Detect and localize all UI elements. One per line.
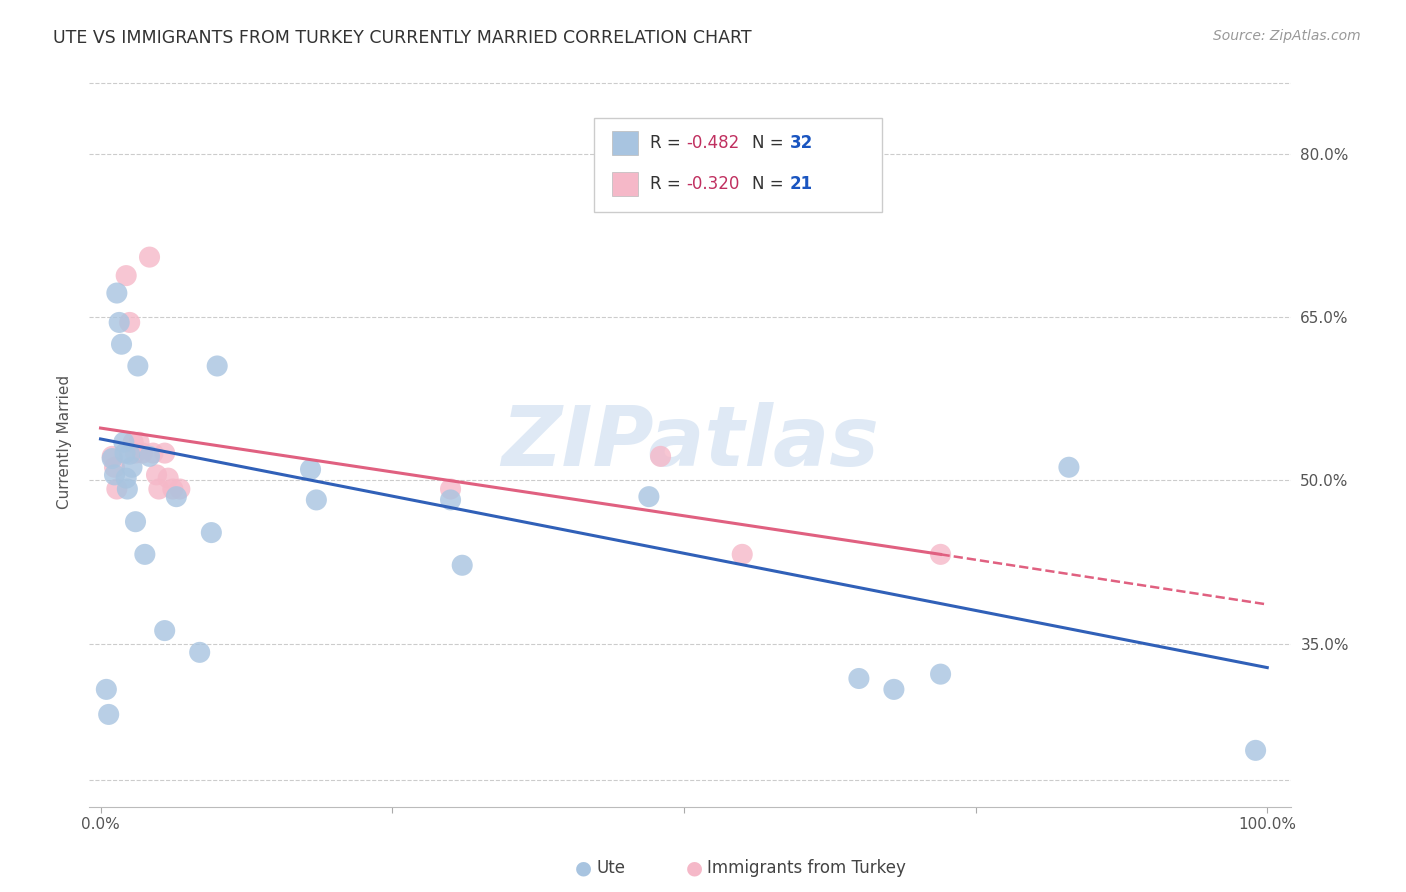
Text: ●: ● — [575, 858, 592, 878]
Point — [439, 482, 461, 496]
Point — [138, 450, 160, 464]
Point — [451, 558, 474, 573]
Text: -0.482: -0.482 — [686, 134, 740, 153]
Point — [1057, 460, 1080, 475]
Point — [165, 490, 187, 504]
Point — [112, 435, 135, 450]
Text: Source: ZipAtlas.com: Source: ZipAtlas.com — [1213, 29, 1361, 43]
Point — [131, 446, 153, 460]
Point — [117, 482, 139, 496]
Point — [305, 492, 328, 507]
Text: N =: N = — [752, 134, 789, 153]
Point — [138, 250, 160, 264]
Point — [169, 482, 191, 496]
Point — [114, 446, 136, 460]
Point — [731, 547, 754, 561]
Point — [650, 450, 672, 464]
Text: N =: N = — [752, 175, 789, 193]
Point — [127, 359, 149, 373]
Point — [153, 446, 176, 460]
Point — [188, 645, 211, 659]
Point — [101, 451, 124, 466]
Point — [1244, 743, 1267, 757]
Point — [124, 515, 146, 529]
Point — [200, 525, 222, 540]
Y-axis label: Currently Married: Currently Married — [58, 376, 72, 509]
Point — [848, 672, 870, 686]
Point — [142, 446, 165, 460]
Point — [105, 482, 128, 496]
Point — [883, 682, 905, 697]
Point — [103, 467, 125, 482]
Point — [110, 337, 132, 351]
Point — [118, 447, 141, 461]
Text: ●: ● — [686, 858, 703, 878]
Text: -0.320: -0.320 — [686, 175, 740, 193]
Point — [115, 471, 138, 485]
Point — [101, 450, 124, 464]
Point — [153, 624, 176, 638]
Text: Ute: Ute — [596, 859, 626, 877]
Point — [103, 460, 125, 475]
Point — [115, 268, 138, 283]
Point — [929, 667, 952, 681]
FancyBboxPatch shape — [593, 118, 882, 212]
Point — [97, 707, 120, 722]
Point — [157, 471, 180, 485]
Bar — [612, 131, 638, 155]
Text: ZIPatlas: ZIPatlas — [501, 401, 879, 483]
Point — [118, 315, 141, 329]
Point — [134, 547, 156, 561]
Point — [205, 359, 228, 373]
Point — [929, 547, 952, 561]
Point — [439, 492, 461, 507]
Point — [121, 460, 143, 475]
Point — [162, 482, 184, 496]
Text: UTE VS IMMIGRANTS FROM TURKEY CURRENTLY MARRIED CORRELATION CHART: UTE VS IMMIGRANTS FROM TURKEY CURRENTLY … — [53, 29, 752, 46]
Point — [638, 490, 661, 504]
Text: R =: R = — [650, 134, 686, 153]
Text: Immigrants from Turkey: Immigrants from Turkey — [707, 859, 905, 877]
Text: R =: R = — [650, 175, 686, 193]
Point — [299, 462, 322, 476]
Bar — [612, 172, 638, 195]
Point — [122, 435, 145, 450]
Point — [108, 315, 131, 329]
Text: 21: 21 — [789, 175, 813, 193]
Point — [124, 446, 146, 460]
Text: 32: 32 — [789, 134, 813, 153]
Point — [105, 286, 128, 301]
Point — [128, 435, 150, 450]
Point — [145, 467, 167, 482]
Point — [96, 682, 118, 697]
Point — [148, 482, 170, 496]
